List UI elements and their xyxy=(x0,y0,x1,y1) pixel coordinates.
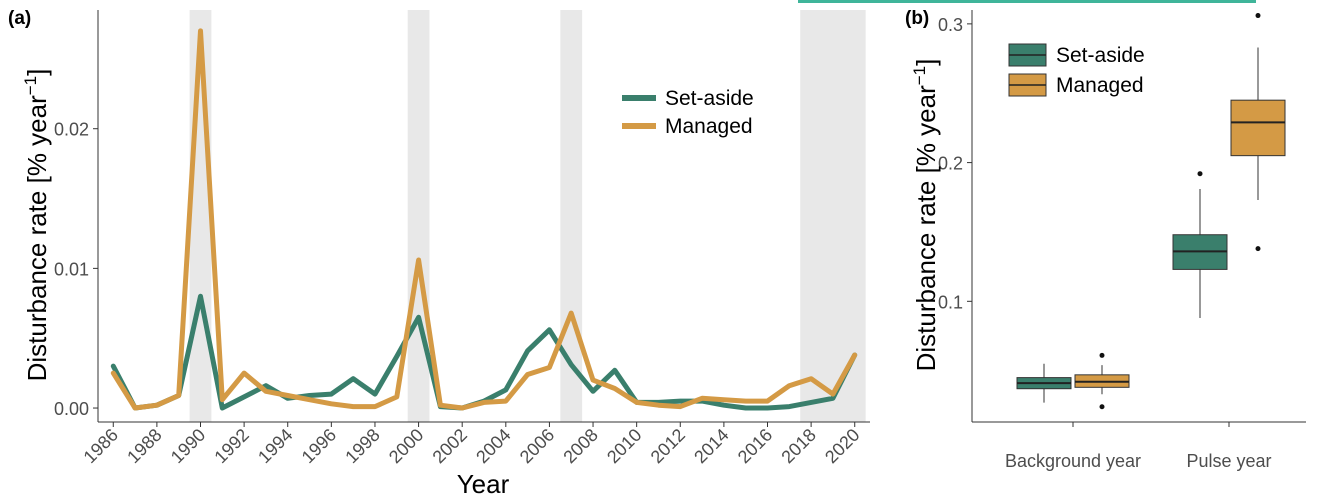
x-tick-label: 1988 xyxy=(123,425,165,467)
outlier-point xyxy=(1255,13,1261,19)
y-tick-label: 0.01 xyxy=(54,259,89,279)
x-tick-label: 1996 xyxy=(298,425,340,467)
boxplot-managed xyxy=(1230,13,1286,252)
legend-label-managed: Managed xyxy=(665,115,753,138)
x-tick-label: 2004 xyxy=(472,425,514,467)
panel-b-y-axis-title-sup: −1 xyxy=(910,66,929,85)
outlier-point xyxy=(1099,404,1105,410)
panel-a-x-axis-title: Year xyxy=(457,469,510,498)
y-tick-label: 0.02 xyxy=(54,120,89,140)
x-tick-label: 1992 xyxy=(210,425,252,467)
x-tick-label: 2018 xyxy=(777,425,819,467)
panel-a-legend: Set-aside Managed xyxy=(622,87,754,138)
x-tick-label: 2020 xyxy=(821,425,863,467)
panel-b-y-axis-title-close: ] xyxy=(911,59,941,66)
panel-a-y-axis-title-sup: −1 xyxy=(21,76,40,95)
y-tick-label: 0.3 xyxy=(938,15,963,35)
x-tick-label: 1994 xyxy=(254,425,296,467)
x-tick-label: 2002 xyxy=(429,425,471,467)
panel-a-line-chart: (a) 0.00 0.01 0.02 1986 1988 1990 1992 1994 1996… xyxy=(8,8,870,498)
boxplot-managed xyxy=(1074,352,1130,410)
x-tick-label: 1986 xyxy=(80,425,122,467)
highlight-band-1 xyxy=(407,10,430,422)
x-tick-label: 2012 xyxy=(647,425,689,467)
x-category-label: Pulse year xyxy=(1186,451,1271,471)
outlier-point xyxy=(1197,171,1203,177)
x-tick-label: 2006 xyxy=(516,425,558,467)
x-tick-label: 1998 xyxy=(341,425,383,467)
x-tick-label: 2014 xyxy=(690,425,732,467)
outlier-point xyxy=(1255,246,1261,252)
x-tick-label: 2000 xyxy=(385,425,427,467)
highlight-band-2 xyxy=(560,10,583,422)
y-tick-label: 0.1 xyxy=(938,292,963,312)
boxplot-set-aside xyxy=(1016,363,1072,403)
panel-b-y-axis-title: Disturbance rate [% year−1] xyxy=(910,59,941,372)
y-tick-label: 0.00 xyxy=(54,399,89,419)
x-tick-label: 2010 xyxy=(603,425,645,467)
panel-a-y-axis-title-main: Disturbance rate [% year xyxy=(22,95,52,381)
panel-b-box-chart: (b) 0.1 0.2 0.3 Background year Pulse year S… xyxy=(905,8,1306,471)
y-tick-label: 0.2 xyxy=(938,154,963,174)
highlight-band-3 xyxy=(800,10,866,422)
panel-a-series xyxy=(110,28,858,411)
legend-label-managed: Managed xyxy=(1056,74,1144,97)
panel-a-y-axis-title-close: ] xyxy=(22,69,52,76)
outlier-point xyxy=(1099,352,1105,358)
panel-b-boxes xyxy=(1016,13,1286,410)
x-tick-label: 1990 xyxy=(167,425,209,467)
boxplot-set-aside xyxy=(1172,171,1228,318)
highlight-bands xyxy=(189,10,866,422)
panel-a-y-axis-title: Disturbance rate [% year−1] xyxy=(21,69,52,382)
legend-label-set-aside: Set-aside xyxy=(1056,44,1145,67)
box-iqr xyxy=(1230,99,1286,157)
panel-b-legend: Set-aside Managed xyxy=(1008,43,1145,97)
x-tick-label: 2008 xyxy=(559,425,601,467)
panel-a-label: (a) xyxy=(8,8,31,29)
x-tick-label: 2016 xyxy=(734,425,776,467)
panel-b-label: (b) xyxy=(905,8,929,29)
series-line-set-aside xyxy=(110,293,858,411)
series-line-managed xyxy=(110,28,858,411)
panel-b-y-axis-title-main: Disturbance rate [% year xyxy=(911,85,941,371)
x-category-label: Background year xyxy=(1005,451,1141,471)
legend-label-set-aside: Set-aside xyxy=(665,87,754,110)
panel-b-axes: 0.1 0.2 0.3 Background year Pulse year xyxy=(938,10,1306,471)
